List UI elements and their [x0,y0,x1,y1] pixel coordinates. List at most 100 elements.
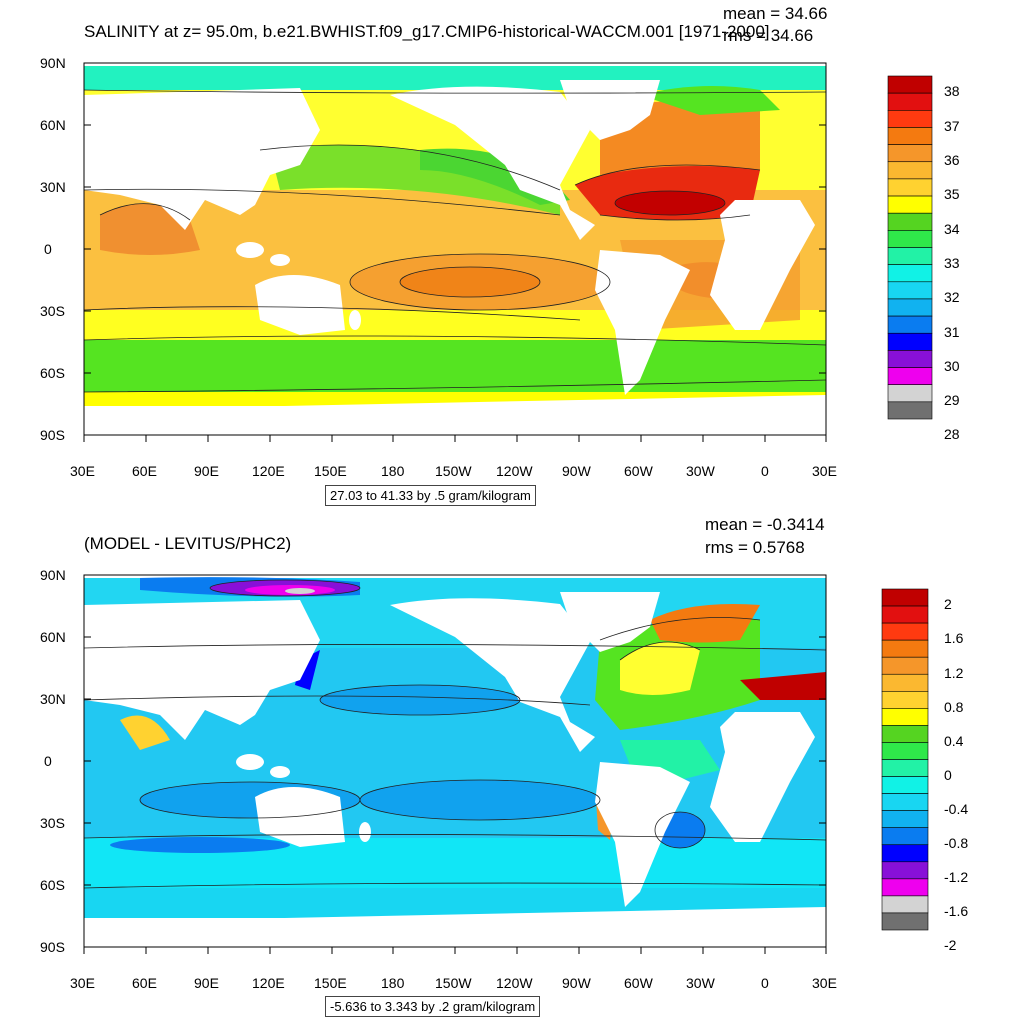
top-colorbar-swatch [887,384,933,403]
bottom-colorbar-swatch [881,708,929,726]
top-lon-90e: 90E [194,463,219,479]
top-colorbar-swatch [887,315,933,334]
bottom-colorbar-label: 2 [944,596,952,613]
top-lon-150e: 150E [314,463,347,479]
top-lat-30n: 30N [40,179,66,195]
top-colorbar-label: 29 [944,392,960,409]
bottom-colorbar-swatch [881,810,929,829]
top-colorbar [887,75,933,420]
bottom-colorbar-swatch [881,776,929,794]
bottom-difference-map [84,575,826,947]
top-colorbar-swatch [887,144,933,163]
bottom-colorbar-swatch [881,912,929,931]
bottom-colorbar-label: -1.6 [944,903,969,920]
top-colorbar-swatch [887,161,933,180]
top-colorbar-swatch [887,332,933,351]
top-lon-0: 0 [761,463,769,479]
bottom-lon-30e-right: 30E [812,975,837,991]
bottom-colorbar-swatch [881,605,929,624]
bottom-lat-60n: 60N [40,629,66,645]
bottom-colorbar-swatch [881,895,929,914]
top-colorbar-swatch [887,401,933,420]
top-lon-30w: 30W [686,463,715,479]
top-mean: mean = 34.66 [723,4,828,23]
bottom-colorbar-swatch [881,673,929,692]
bottom-colorbar-swatch [881,878,929,897]
bottom-colorbar-swatch [881,827,929,846]
top-lat-90n: 90N [40,55,66,71]
top-colorbar-swatch [887,195,933,214]
bottom-lon-90e: 90E [194,975,219,991]
bottom-lon-60w: 60W [624,975,653,991]
top-lon-120w: 120W [496,463,533,479]
bottom-colorbar-label: 0.4 [944,732,964,749]
top-colorbar-swatch [887,127,933,145]
top-salinity-map [84,63,826,435]
bottom-colorbar-swatch [881,861,929,880]
top-lat-0: 0 [44,241,52,257]
bottom-lon-30w: 30W [686,975,715,991]
top-colorbar-label: 38 [944,83,960,100]
bottom-title: (MODEL - LEVITUS/PHC2) [84,534,292,553]
bottom-colorbar-label: -0.8 [944,835,969,852]
bottom-colorbar-swatch [881,742,929,760]
top-lon-120e: 120E [252,463,285,479]
bottom-lat-30n: 30N [40,691,66,707]
top-lon-60w: 60W [624,463,653,479]
bottom-lon-90w: 90W [562,975,591,991]
bottom-colorbar-swatch [881,588,929,607]
bottom-contour-info: -5.636 to 3.343 by .2 gram/kilogram [325,996,541,1017]
top-lon-30e-right: 30E [812,463,837,479]
bottom-colorbar-label: 1.2 [944,664,964,681]
bottom-colorbar-swatch [881,690,929,709]
top-lat-60n: 60N [40,117,66,133]
bottom-colorbar-swatch [881,844,929,863]
bottom-lat-90n: 90N [40,567,66,583]
bottom-lon-150w: 150W [435,975,472,991]
bottom-colorbar-label: -2 [944,937,957,954]
top-colorbar-swatch [887,75,933,94]
bottom-lon-30e: 30E [70,975,95,991]
bottom-lat-30s: 30S [40,815,65,831]
top-title: SALINITY at z= 95.0m, b.e21.BWHIST.f09_g… [84,22,770,41]
top-colorbar-label: 28 [944,426,960,443]
top-colorbar-label: 36 [944,152,960,169]
top-colorbar-label: 34 [944,220,960,237]
bottom-lat-60s: 60S [40,877,65,893]
bottom-rms: rms = 0.5768 [705,538,805,557]
bottom-lon-120w: 120W [496,975,533,991]
top-colorbar-label: 35 [944,186,960,203]
top-colorbar-label: 30 [944,357,960,374]
top-colorbar-swatch [887,350,933,368]
top-ticks [83,62,827,442]
top-colorbar-label: 33 [944,254,960,271]
top-lon-150w: 150W [435,463,472,479]
top-lon-90w: 90W [562,463,591,479]
bottom-colorbar-swatch [881,759,929,777]
bottom-colorbar-swatch [881,622,929,641]
top-lat-60s: 60S [40,365,65,381]
bottom-colorbar-label: -0.4 [944,800,969,817]
bottom-lat-0: 0 [44,753,52,769]
bottom-colorbar-label: -1.2 [944,869,969,886]
top-colorbar-swatch [887,230,933,248]
bottom-ticks [83,574,827,954]
bottom-lat-90s: 90S [40,939,65,955]
top-lon-60e: 60E [132,463,157,479]
top-colorbar-swatch [887,298,933,317]
bottom-lon-120e: 120E [252,975,285,991]
top-lat-30s: 30S [40,303,65,319]
bottom-colorbar-swatch [881,639,929,658]
top-colorbar-label: 31 [944,323,960,340]
bottom-lon-0: 0 [761,975,769,991]
bottom-lon-180: 180 [381,975,405,991]
top-colorbar-label: 37 [944,117,960,134]
bottom-colorbar-label: 0.8 [944,698,964,715]
bottom-lon-150e: 150E [314,975,347,991]
top-lon-30e: 30E [70,463,95,479]
bottom-mean: mean = -0.3414 [705,515,825,534]
bottom-colorbar-swatch [881,793,929,811]
bottom-lon-60e: 60E [132,975,157,991]
bottom-colorbar [881,588,929,931]
